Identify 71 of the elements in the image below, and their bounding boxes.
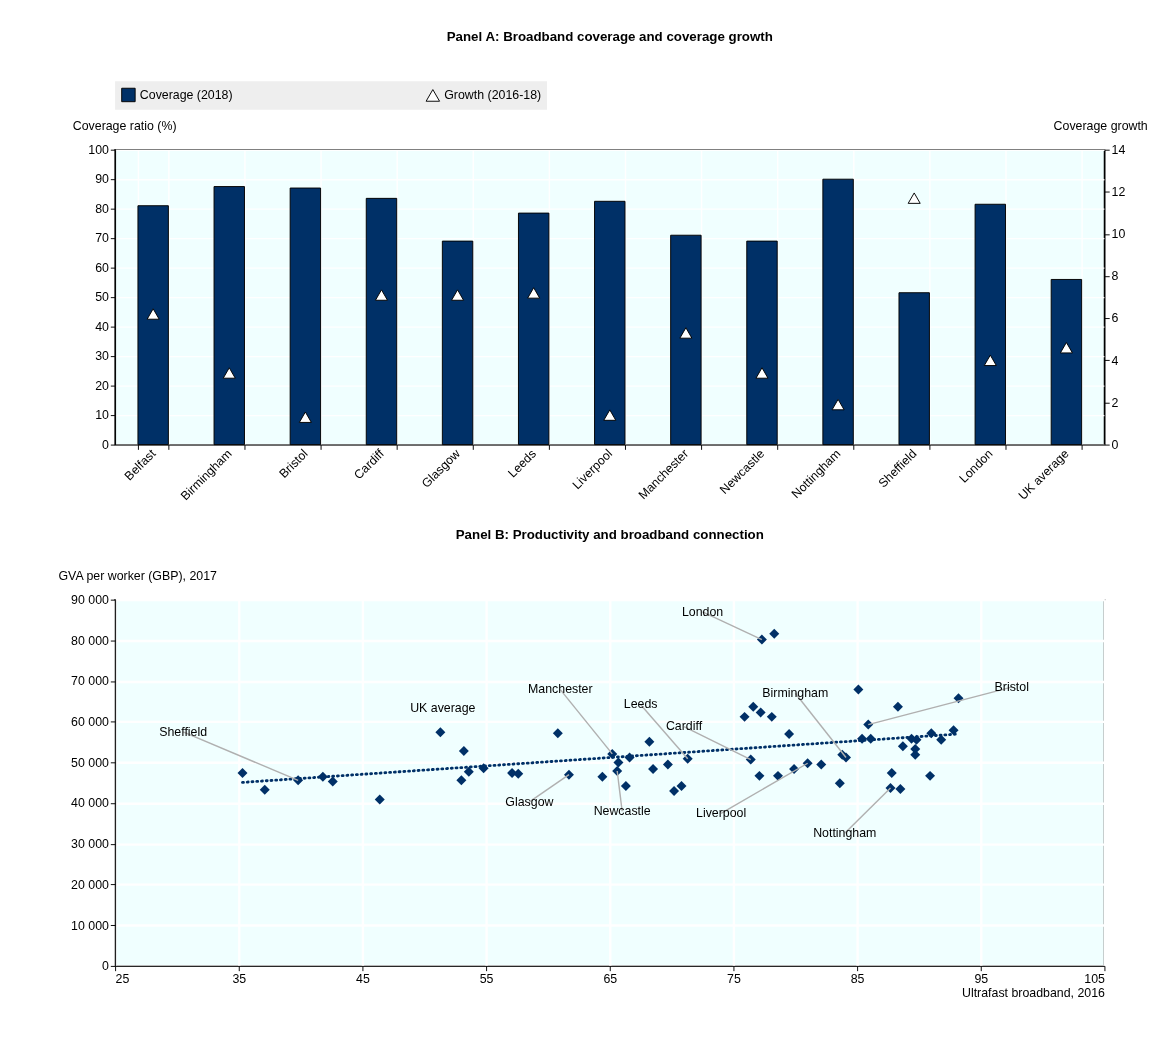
chart-title: Panel A: Broadband coverage and coverage growth: [446, 29, 773, 45]
y-tick-label: 50 000: [71, 755, 110, 770]
y-tick-label: 100: [88, 142, 110, 157]
y-tick-label: 20: [95, 378, 110, 393]
y2-tick-label: 10: [1111, 227, 1126, 242]
x-tick-label: 105: [1084, 971, 1106, 986]
annotation: Birmingham: [762, 686, 829, 701]
annotation: UK average: [410, 701, 476, 716]
annotation: Liverpool: [696, 806, 747, 821]
y-tick-label: 60 000: [71, 715, 110, 730]
y-tick-label: 70 000: [71, 674, 110, 689]
y-tick-label: 30: [95, 349, 110, 364]
y2-tick-label: 2: [1111, 395, 1119, 410]
x-tick-label: 75: [727, 971, 741, 986]
y-tick-label: 90 000: [71, 592, 110, 607]
y-tick-label: 40: [95, 319, 110, 334]
point: [603, 409, 617, 421]
y-axis-title: GVA per worker (GBP), 2017: [58, 569, 218, 584]
point: [907, 192, 921, 204]
y-tick-label: 50: [95, 290, 110, 305]
legend-label: Growth (2016-18): [444, 88, 542, 103]
point: [146, 308, 160, 320]
chart-title: Panel B: Productivity and broadband connection: [455, 526, 764, 542]
x-tick-label: 25: [115, 971, 130, 986]
annotation: Newcastle: [593, 804, 651, 819]
x-tick-label: 45: [356, 971, 370, 986]
x-tick-label: 55: [479, 971, 494, 986]
point: [222, 367, 236, 379]
y2-tick-label: 4: [1111, 353, 1119, 368]
y-tick-label: 90: [95, 172, 110, 187]
y2-tick-label: 0: [1111, 437, 1119, 452]
point: [679, 327, 693, 339]
annotation: Glasgow: [505, 794, 554, 809]
annotation: Bristol: [994, 679, 1029, 694]
y2-axis-title: Coverage growth: [1053, 119, 1148, 134]
y-tick-label: 0: [102, 959, 110, 974]
y-tick-label: 10: [95, 408, 110, 423]
point: [451, 289, 465, 301]
point: [374, 289, 388, 301]
annotation: Manchester: [528, 682, 593, 697]
y2-tick-label: 8: [1111, 269, 1119, 284]
x-axis-title: Ultrafast broadband, 2016: [962, 985, 1106, 1000]
y-tick-label: 40 000: [71, 796, 110, 811]
point: [298, 411, 312, 423]
y-axis-title: Coverage ratio (%): [72, 119, 177, 134]
legend-label: Coverage (2018): [139, 87, 233, 102]
y-tick-label: 30 000: [71, 837, 110, 852]
y-tick-label: 80 000: [71, 633, 110, 648]
y-tick-label: 70: [95, 231, 110, 246]
annotation: Leeds: [623, 697, 658, 712]
annotation: Cardiff: [665, 719, 703, 734]
x-tick-label: 95: [974, 971, 989, 986]
annotation: Nottingham: [813, 826, 877, 841]
y-tick-label: 20 000: [71, 877, 110, 892]
x-tick-label: 65: [603, 971, 618, 986]
y2-tick-label: 14: [1111, 142, 1126, 157]
point: [831, 398, 845, 411]
x-tick-label: 35: [232, 971, 247, 986]
y-tick-label: 80: [95, 201, 110, 216]
y-tick-label: 0: [102, 437, 110, 452]
annotation: Sheffield: [159, 724, 208, 739]
y2-tick-label: 12: [1111, 185, 1126, 200]
point: [1059, 342, 1073, 354]
point: [755, 367, 769, 379]
point: [527, 287, 541, 299]
y-tick-label: 10 000: [71, 918, 110, 933]
y2-tick-label: 6: [1111, 311, 1119, 326]
point: [983, 354, 997, 367]
annotation: London: [681, 604, 724, 619]
x-tick-label: 85: [850, 971, 865, 986]
y-tick-label: 60: [95, 260, 110, 275]
